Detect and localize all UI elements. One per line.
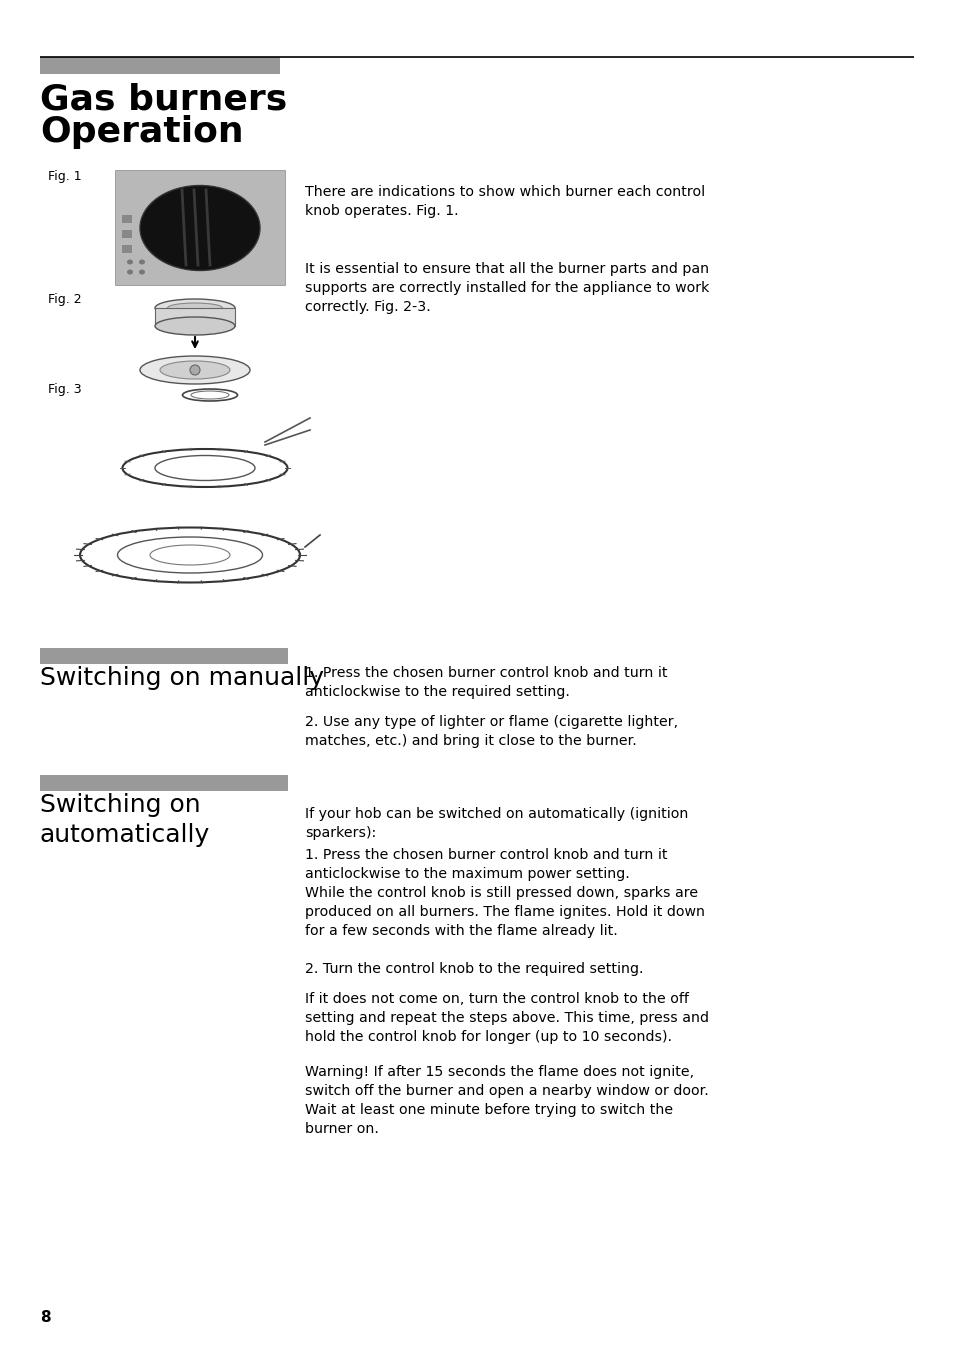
Text: 8: 8 bbox=[40, 1310, 51, 1325]
Text: Switching on
automatically: Switching on automatically bbox=[40, 794, 210, 846]
Text: Operation: Operation bbox=[40, 115, 243, 149]
Text: It is essential to ensure that all the burner parts and pan
supports are correct: It is essential to ensure that all the b… bbox=[305, 262, 709, 314]
Bar bbox=[115, 170, 285, 285]
Ellipse shape bbox=[168, 303, 222, 314]
Bar bbox=[122, 245, 132, 253]
Text: If your hob can be switched on automatically (ignition
sparkers):: If your hob can be switched on automatic… bbox=[305, 807, 688, 840]
Ellipse shape bbox=[160, 361, 230, 379]
Bar bbox=[40, 775, 288, 791]
FancyBboxPatch shape bbox=[154, 308, 234, 326]
Bar bbox=[40, 648, 288, 664]
Text: 2. Use any type of lighter or flame (cigarette lighter,
matches, etc.) and bring: 2. Use any type of lighter or flame (cig… bbox=[305, 715, 678, 748]
Bar bbox=[40, 57, 280, 74]
Circle shape bbox=[190, 365, 200, 375]
Text: 1. Press the chosen burner control knob and turn it
anticlockwise to the require: 1. Press the chosen burner control knob … bbox=[305, 667, 667, 699]
Ellipse shape bbox=[140, 185, 260, 270]
Ellipse shape bbox=[139, 260, 145, 265]
Text: Gas burners: Gas burners bbox=[40, 82, 287, 116]
Text: There are indications to show which burner each control
knob operates. Fig. 1.: There are indications to show which burn… bbox=[305, 185, 704, 218]
Ellipse shape bbox=[154, 316, 234, 335]
Ellipse shape bbox=[127, 260, 132, 265]
Text: Switching on manually: Switching on manually bbox=[40, 667, 324, 690]
Text: Fig. 2: Fig. 2 bbox=[48, 293, 82, 306]
Text: 1. Press the chosen burner control knob and turn it
anticlockwise to the maximum: 1. Press the chosen burner control knob … bbox=[305, 848, 704, 938]
Text: Fig. 3: Fig. 3 bbox=[48, 383, 82, 396]
Bar bbox=[122, 230, 132, 238]
Text: 2. Turn the control knob to the required setting.: 2. Turn the control knob to the required… bbox=[305, 963, 643, 976]
Ellipse shape bbox=[127, 269, 132, 274]
Ellipse shape bbox=[140, 356, 250, 384]
Bar bbox=[122, 215, 132, 223]
Text: Warning! If after 15 seconds the flame does not ignite,
switch off the burner an: Warning! If after 15 seconds the flame d… bbox=[305, 1065, 708, 1136]
Text: If it does not come on, turn the control knob to the off
setting and repeat the : If it does not come on, turn the control… bbox=[305, 992, 708, 1044]
Text: Fig. 1: Fig. 1 bbox=[48, 170, 82, 183]
Ellipse shape bbox=[154, 299, 234, 316]
Ellipse shape bbox=[139, 269, 145, 274]
